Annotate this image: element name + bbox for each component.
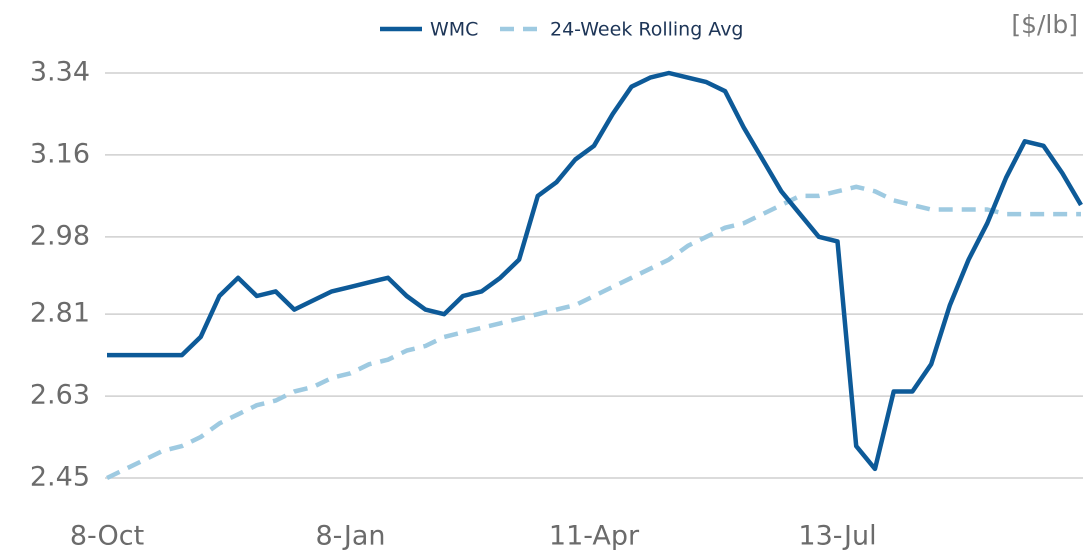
legend-label: 24-Week Rolling Avg (550, 19, 744, 41)
y-tick-label: 3.16 (30, 138, 90, 169)
y-tick-label: 2.63 (30, 380, 90, 411)
y-tick-label: 2.45 (30, 462, 90, 493)
series-line (106, 184, 1081, 481)
x-tick-label: 8-Oct (70, 521, 144, 552)
y-tick-label: 2.98 (30, 220, 90, 251)
x-tick-label: 8-Jan (315, 521, 385, 552)
unit-label: [$/lb] (1011, 10, 1078, 39)
x-tick-label: 11-Apr (549, 521, 640, 552)
x-tick-label: 13-Jul (798, 521, 876, 552)
series-line (107, 70, 1083, 472)
y-tick-label: 3.34 (30, 57, 90, 88)
y-tick-label: 2.81 (30, 298, 90, 329)
legend-label: WMC (430, 19, 478, 41)
